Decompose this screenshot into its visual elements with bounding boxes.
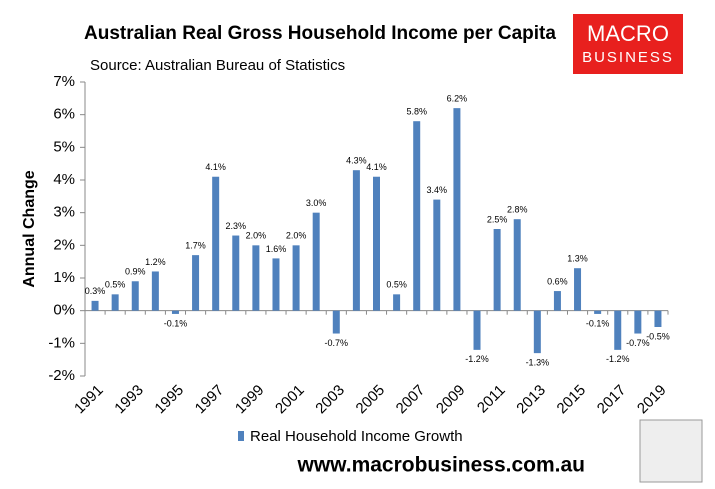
x-tick-label: 2013: [513, 382, 549, 418]
data-label: -0.1%: [164, 318, 188, 328]
bar: [513, 219, 521, 311]
data-label: 3.0%: [306, 198, 327, 208]
y-tick-label: 5%: [53, 138, 75, 155]
bar: [91, 300, 99, 311]
data-label: -1.2%: [465, 354, 489, 364]
data-label: 2.8%: [507, 205, 528, 215]
data-label: 4.3%: [346, 156, 367, 166]
bar: [654, 310, 662, 327]
data-label: 4.1%: [366, 162, 387, 172]
data-label: 0.6%: [547, 276, 568, 286]
y-tick-label: -1%: [48, 334, 75, 351]
bar: [574, 268, 582, 311]
website: www.macrobusiness.com.au: [297, 454, 585, 477]
x-tick-label: 2005: [353, 382, 389, 418]
data-label: 4.1%: [205, 162, 226, 172]
data-label: 6.2%: [447, 94, 468, 104]
x-tick-label: 2009: [433, 382, 469, 418]
bar: [634, 310, 642, 334]
data-label: 5.8%: [406, 107, 427, 117]
x-tick-label: 1999: [232, 382, 268, 418]
data-label: 1.6%: [266, 244, 287, 254]
bar: [312, 212, 320, 311]
data-label: 1.3%: [567, 254, 588, 264]
data-label: -1.2%: [606, 354, 630, 364]
data-label: 2.3%: [226, 221, 247, 231]
bar: [393, 294, 401, 311]
data-label: 3.4%: [427, 185, 448, 195]
data-label: -0.7%: [626, 338, 650, 348]
bar: [413, 121, 421, 311]
bar: [433, 199, 441, 311]
data-label: -0.1%: [586, 318, 610, 328]
x-tick-label: 1995: [151, 382, 187, 418]
bar: [473, 310, 481, 350]
bar: [553, 291, 561, 311]
bar: [453, 108, 461, 311]
bar: [533, 310, 541, 354]
x-tick-label: 2015: [554, 382, 590, 418]
x-tick-label: 2007: [393, 382, 429, 418]
y-tick-label: 6%: [53, 106, 75, 123]
logo-text: MACRO: [587, 21, 669, 46]
data-label: 2.0%: [286, 231, 307, 241]
logo-text: BUSINESS: [582, 49, 674, 66]
bar: [192, 255, 200, 311]
y-tick-label: -2%: [48, 367, 75, 384]
data-label: 0.9%: [125, 267, 146, 277]
data-label: 0.5%: [105, 280, 126, 290]
chart-title: Australian Real Gross Household Income p…: [84, 23, 556, 44]
bar: [131, 281, 139, 311]
bar: [493, 229, 501, 311]
x-tick-label: 2019: [634, 382, 670, 418]
bar: [594, 310, 602, 314]
x-tick-label: 1993: [111, 382, 147, 418]
bar: [292, 245, 300, 311]
bar: [111, 294, 119, 311]
y-tick-label: 7%: [53, 73, 75, 90]
x-tick-label: 2003: [312, 382, 348, 418]
y-tick-label: 1%: [53, 269, 75, 286]
bar: [272, 258, 280, 311]
y-tick-label: 0%: [53, 302, 75, 319]
x-tick-label: 2017: [594, 382, 630, 418]
x-tick-label: 2001: [272, 382, 308, 418]
x-tick-label: 2011: [474, 382, 509, 417]
bar: [252, 245, 260, 311]
bar: [171, 310, 179, 314]
data-label: 1.7%: [185, 241, 206, 251]
bar: [151, 271, 159, 311]
data-label: 0.3%: [85, 286, 106, 296]
bar: [212, 176, 220, 311]
data-label: -1.3%: [526, 358, 550, 368]
bar: [614, 310, 622, 350]
legend-swatch: [238, 431, 244, 441]
logo-box: [573, 14, 683, 74]
y-axis-label: Annual Change: [21, 170, 38, 287]
x-tick-label: 1991: [71, 382, 107, 418]
data-label: 2.0%: [246, 231, 267, 241]
data-label: -0.5%: [646, 331, 670, 341]
bar: [232, 235, 240, 311]
y-tick-label: 3%: [53, 204, 75, 221]
y-tick-label: 2%: [53, 236, 75, 253]
x-tick-label: 1997: [192, 382, 228, 418]
bar: [332, 310, 340, 334]
logo-icon: [639, 419, 703, 483]
data-label: 2.5%: [487, 214, 508, 224]
chart-subtitle: Source: Australian Bureau of Statistics: [90, 57, 345, 74]
data-label: 0.5%: [386, 280, 407, 290]
bar: [352, 170, 360, 311]
data-label: 1.2%: [145, 257, 166, 267]
legend-label: Real Household Income Growth: [250, 428, 463, 445]
bar: [373, 176, 380, 311]
data-label: -0.7%: [325, 338, 349, 348]
y-tick-label: 4%: [53, 171, 75, 188]
